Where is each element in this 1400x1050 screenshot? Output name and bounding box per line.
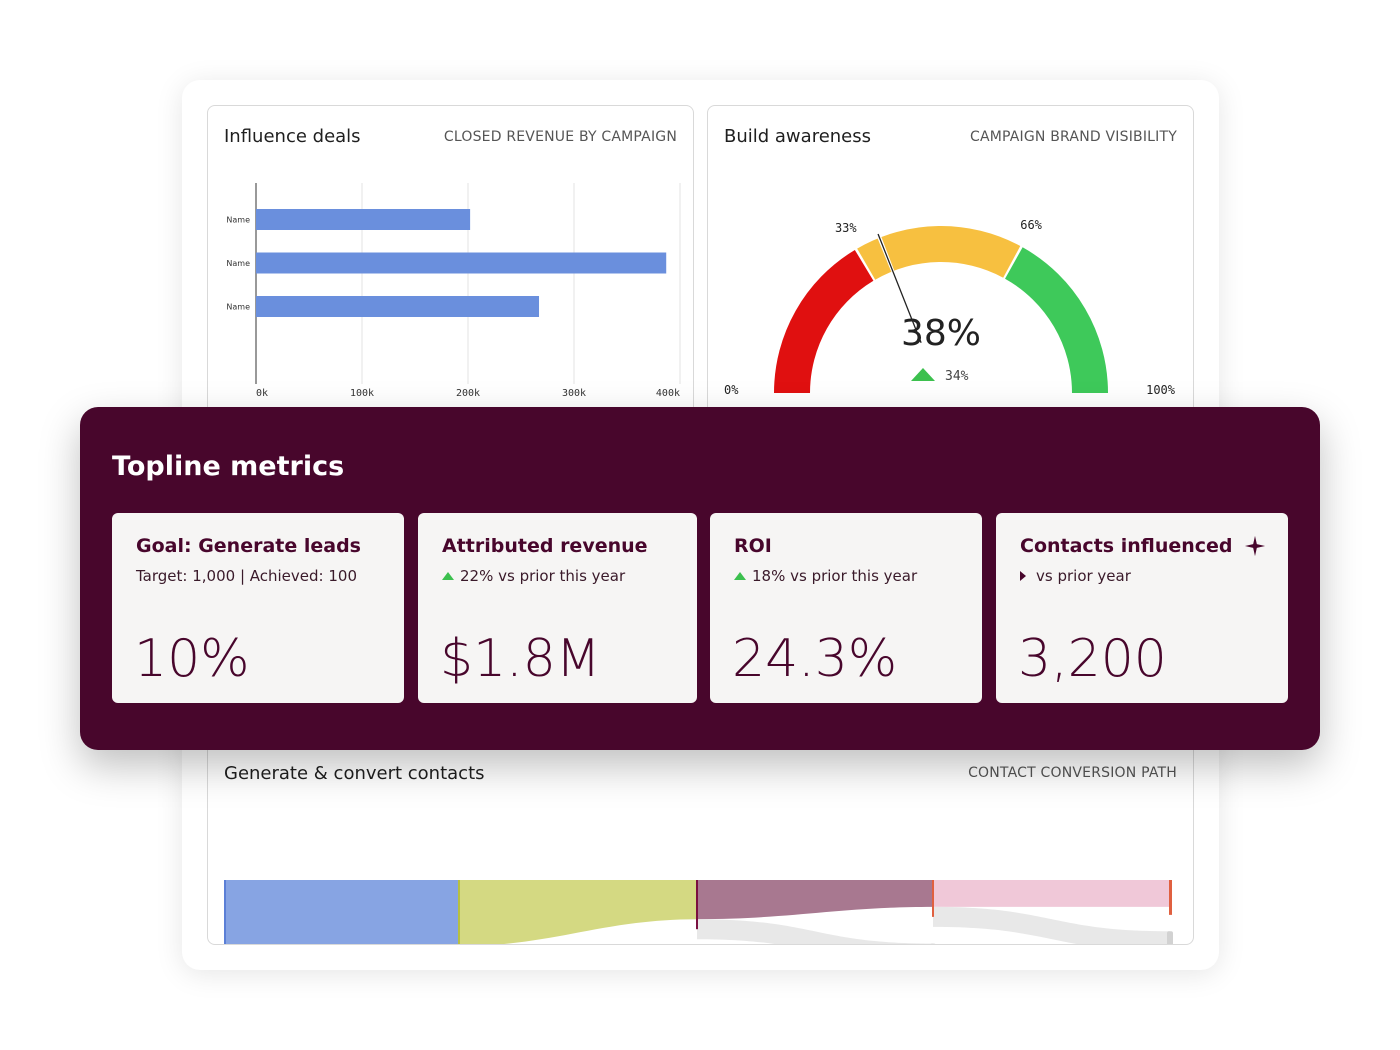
metric-subtitle: Target: 1,000 | Achieved: 100 xyxy=(136,567,357,585)
sankey-node xyxy=(1169,880,1172,915)
metric-card-attributed-revenue[interactable]: Attributed revenue 22% vs prior this yea… xyxy=(418,513,697,703)
gauge-threshold-label: 33% xyxy=(835,221,857,235)
trend-up-icon xyxy=(911,368,935,381)
sankey-dropoff xyxy=(697,919,933,944)
topline-metrics-title: Topline metrics xyxy=(112,451,344,482)
bar-category-label: Name xyxy=(226,216,250,225)
metric-subtitle-text: 22% vs prior this year xyxy=(460,567,625,585)
build-awareness-card: Build awareness CAMPAIGN BRAND VISIBILIT… xyxy=(707,105,1194,427)
metric-subtitle: 22% vs prior this year xyxy=(442,567,625,585)
gauge-min-label: 0% xyxy=(724,383,739,397)
trend-up-icon xyxy=(734,572,746,580)
metric-card-roi[interactable]: ROI 18% vs prior this year 24.3% xyxy=(710,513,982,703)
metric-value: 10% xyxy=(134,629,250,689)
topline-metrics-panel: Topline metrics Goal: Generate leads Tar… xyxy=(80,407,1320,750)
gauge-band xyxy=(1005,247,1108,393)
sankey-flow xyxy=(459,880,697,944)
metric-title: ROI xyxy=(734,535,772,557)
gauge-value-label: 38% xyxy=(901,313,981,354)
metric-card-contacts-influenced[interactable]: Contacts influenced vs prior year 3,200 xyxy=(996,513,1288,703)
x-tick-label: 400k xyxy=(656,388,680,399)
metric-title: Contacts influenced xyxy=(1020,535,1233,557)
sankey-node xyxy=(458,880,460,944)
sankey-dropoff-node xyxy=(1167,931,1173,944)
closed-revenue-bar-chart: 0k 100k 200k 300k 400k Name Name Name xyxy=(208,106,693,426)
sparkle-icon[interactable] xyxy=(1244,535,1266,557)
sankey-flow xyxy=(225,880,459,944)
metric-title: Goal: Generate leads xyxy=(136,535,361,557)
trend-flat-icon xyxy=(1020,571,1026,581)
sankey-dropoff xyxy=(933,907,1170,944)
x-tick-label: 0k xyxy=(256,388,268,399)
bar xyxy=(256,253,666,274)
metric-card-generate-leads[interactable]: Goal: Generate leads Target: 1,000 | Ach… xyxy=(112,513,404,703)
x-tick-label: 100k xyxy=(350,388,374,399)
bar-category-label: Name xyxy=(226,259,250,268)
gauge-band xyxy=(857,226,1020,280)
gauge-delta-label: 34% xyxy=(945,369,969,384)
gauge-threshold-label: 66% xyxy=(1020,218,1042,232)
metric-subtitle-text: Target: 1,000 | Achieved: 100 xyxy=(136,567,357,585)
bar-category-label: Name xyxy=(226,303,250,312)
trend-up-icon xyxy=(442,572,454,580)
sankey-node xyxy=(224,880,226,944)
metric-title: Attributed revenue xyxy=(442,535,648,557)
influence-deals-card: Influence deals CLOSED REVENUE BY CAMPAI… xyxy=(207,105,694,427)
brand-visibility-gauge: 33% 66% 0% 100% 38% 34% xyxy=(708,106,1193,426)
metric-subtitle-text: vs prior year xyxy=(1036,567,1131,585)
x-tick-label: 300k xyxy=(562,388,586,399)
sankey-flow xyxy=(697,880,933,919)
sankey-node xyxy=(932,880,934,917)
gauge-band xyxy=(774,250,873,393)
metric-value: 3,200 xyxy=(1018,629,1167,689)
sankey-node xyxy=(696,880,698,929)
metric-subtitle-text: 18% vs prior this year xyxy=(752,567,917,585)
bar xyxy=(256,209,470,230)
metric-value: 24.3% xyxy=(732,629,897,689)
x-tick-label: 200k xyxy=(456,388,480,399)
metric-subtitle: 18% vs prior this year xyxy=(734,567,917,585)
metric-subtitle: vs prior year xyxy=(1020,567,1131,585)
metric-value: $1.8M xyxy=(440,629,601,689)
bar xyxy=(256,296,539,317)
gauge-max-label: 100% xyxy=(1146,383,1176,397)
sankey-flow xyxy=(933,880,1170,907)
